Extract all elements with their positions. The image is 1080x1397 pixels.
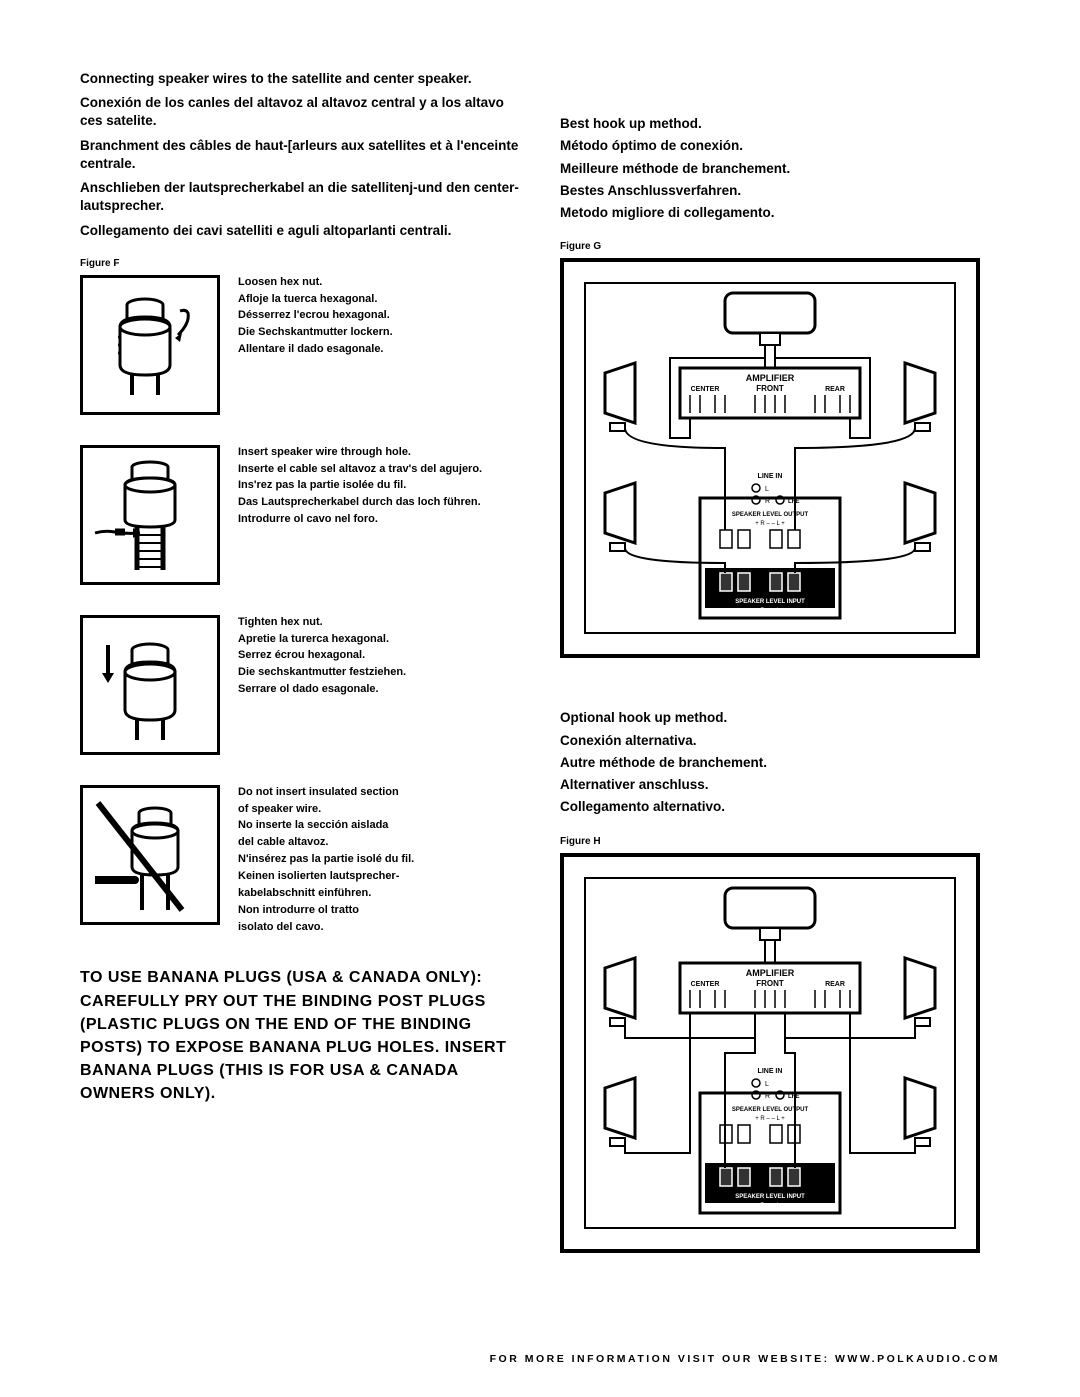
svg-text:SPEAKER LEVEL OUTPUT: SPEAKER LEVEL OUTPUT — [732, 512, 809, 518]
intro-it: Collegamento dei cavi satelliti e aguli … — [80, 222, 520, 240]
step-2-figure — [80, 445, 220, 585]
svg-text:+ R – – L +: + R – – L + — [755, 608, 785, 614]
svg-text:R: R — [765, 498, 770, 505]
intro-de: Anschlieben der lautsprecherkabel an die… — [80, 179, 520, 215]
svg-text:CENTER: CENTER — [691, 981, 720, 988]
svg-text:+ R – – L +: + R – – L + — [755, 1116, 785, 1122]
figure-g-label: Figure G — [560, 241, 1000, 252]
figure-h-wiring: AMPLIFIER FRONT CENTER REAR — [560, 853, 980, 1253]
svg-text:LFE: LFE — [788, 1094, 799, 1100]
svg-text:AMPLIFIER: AMPLIFIER — [746, 373, 795, 383]
svg-text:SPEAKER LEVEL INPUT: SPEAKER LEVEL INPUT — [735, 599, 805, 605]
step-4: Do not insert insulated section of speak… — [80, 785, 520, 937]
step-1: Loosen hex nut. Afloje la tuerca hexagon… — [80, 275, 520, 415]
left-intro: Connecting speaker wires to the satellit… — [80, 70, 520, 240]
intro-es: Conexión de los canles del altavoz al al… — [80, 94, 520, 130]
figure-g-wiring: AMPLIFIER FRONT CENTER REAR — [560, 258, 980, 658]
svg-text:+ R – – L +: + R – – L + — [755, 1203, 785, 1209]
step-2: Insert speaker wire through hole. Insert… — [80, 445, 520, 585]
svg-text:+ R – – L +: + R – – L + — [755, 521, 785, 527]
svg-text:LINE IN: LINE IN — [758, 473, 783, 480]
svg-text:LFE: LFE — [788, 499, 799, 505]
figure-f-label: Figure F — [80, 258, 520, 269]
step-3-text: Tighten hex nut. Apretie la turerca hexa… — [238, 615, 406, 755]
svg-text:SPEAKER LEVEL INPUT: SPEAKER LEVEL INPUT — [735, 1194, 805, 1200]
svg-text:SPEAKER LEVEL OUTPUT: SPEAKER LEVEL OUTPUT — [732, 1107, 809, 1113]
step-4-text: Do not insert insulated section of speak… — [238, 785, 414, 937]
svg-text:L: L — [765, 1081, 769, 1088]
svg-text:LINE IN: LINE IN — [758, 1068, 783, 1075]
optional-hookup-head: Optional hook up method. Conexión altern… — [560, 708, 1000, 817]
step-2-text: Insert speaker wire through hole. Insert… — [238, 445, 482, 585]
best-hookup-head: Best hook up method. Método óptimo de co… — [560, 114, 1000, 223]
svg-text:FRONT: FRONT — [756, 384, 784, 393]
step-1-figure — [80, 275, 220, 415]
banana-plug-notice: TO USE BANANA PLUGS (USA & CANADA ONLY):… — [80, 966, 520, 1105]
step-3: Tighten hex nut. Apretie la turerca hexa… — [80, 615, 520, 755]
svg-text:REAR: REAR — [825, 386, 845, 393]
intro-fr: Branchment des câbles de haut-[arleurs a… — [80, 137, 520, 173]
step-3-figure — [80, 615, 220, 755]
svg-text:CENTER: CENTER — [691, 386, 720, 393]
svg-text:L: L — [765, 486, 769, 493]
svg-text:R: R — [765, 1093, 770, 1100]
page-footer: FOR MORE INFORMATION VISIT OUR WEBSITE: … — [80, 1353, 1000, 1365]
intro-en: Connecting speaker wires to the satellit… — [80, 70, 520, 88]
figure-h-label: Figure H — [560, 836, 1000, 847]
svg-text:FRONT: FRONT — [756, 979, 784, 988]
step-4-figure — [80, 785, 220, 925]
step-1-text: Loosen hex nut. Afloje la tuerca hexagon… — [238, 275, 393, 415]
svg-text:AMPLIFIER: AMPLIFIER — [746, 968, 795, 978]
svg-text:REAR: REAR — [825, 981, 845, 988]
